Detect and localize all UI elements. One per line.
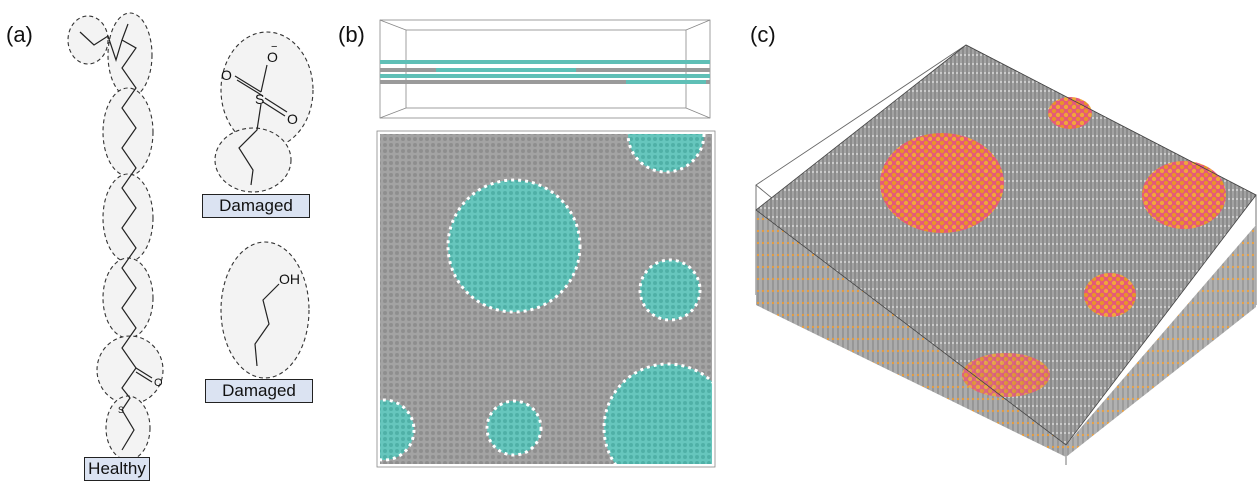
oxygen-atom-label: O [221,67,232,83]
oxygen-atom-label: O [287,111,298,127]
teal-domain [485,399,543,457]
exposed-domain [1142,161,1226,229]
layer-top-view [376,130,716,468]
hydroxyl-fragment-diagram: OH [220,241,310,379]
teal-domain [638,258,702,322]
sulfonate-tail-bead [214,127,292,193]
membrane-side-face [756,210,1066,457]
teal-domain [380,398,416,462]
hydroxyl-label: OH [279,271,300,287]
damaged-tag-1: Damaged [202,194,310,218]
panel-label-c: (c) [750,22,776,47]
sulfur-atom-label: S [255,91,264,107]
membrane-top-surface [756,45,1256,445]
coarse-bead [102,257,154,339]
sulfonate-head-bead [220,31,314,149]
damaged-tag-2: Damaged [205,379,313,403]
carbonyl-oxygen-label: O [154,377,163,389]
healthy-tag: Healthy [84,457,150,481]
thioester-sulfur-label: S [118,405,124,415]
exposed-domain [962,353,1050,397]
negative-charge-label: − [271,41,277,53]
healthy-molecule-diagram: O S [67,12,164,461]
panel-label-a: (a) [6,22,33,47]
carbon-chain [79,23,137,451]
membrane-side-face [1066,225,1256,457]
sulfonate-fragment-diagram: S O O O − [214,31,314,193]
coarse-bead [102,173,154,263]
exposed-domain [1048,97,1092,129]
exposed-domain [1084,273,1136,317]
membrane-3d-rendering [755,44,1257,465]
panel-label-b: (b) [338,22,365,47]
coarse-bead [102,87,154,177]
teal-domain [626,134,706,174]
oxygen-atom-label: O [267,49,278,65]
coarse-bead [96,335,164,405]
teal-domain [602,362,712,464]
membrane-layers [380,60,710,84]
coarse-bead [105,395,151,461]
teal-domain [446,178,582,314]
exposed-domain [880,133,1004,233]
layer-side-view [379,19,711,119]
